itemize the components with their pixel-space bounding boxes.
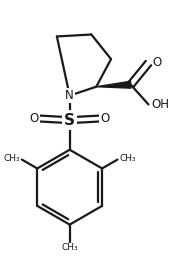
Text: OH: OH <box>151 98 169 111</box>
Text: N: N <box>65 89 74 102</box>
Text: O: O <box>30 112 39 125</box>
Text: S: S <box>64 113 75 128</box>
Text: CH₃: CH₃ <box>119 154 136 163</box>
Text: CH₃: CH₃ <box>3 154 20 163</box>
Polygon shape <box>96 81 131 88</box>
Text: O: O <box>152 56 162 69</box>
Text: CH₃: CH₃ <box>61 243 78 252</box>
Text: O: O <box>100 112 110 125</box>
